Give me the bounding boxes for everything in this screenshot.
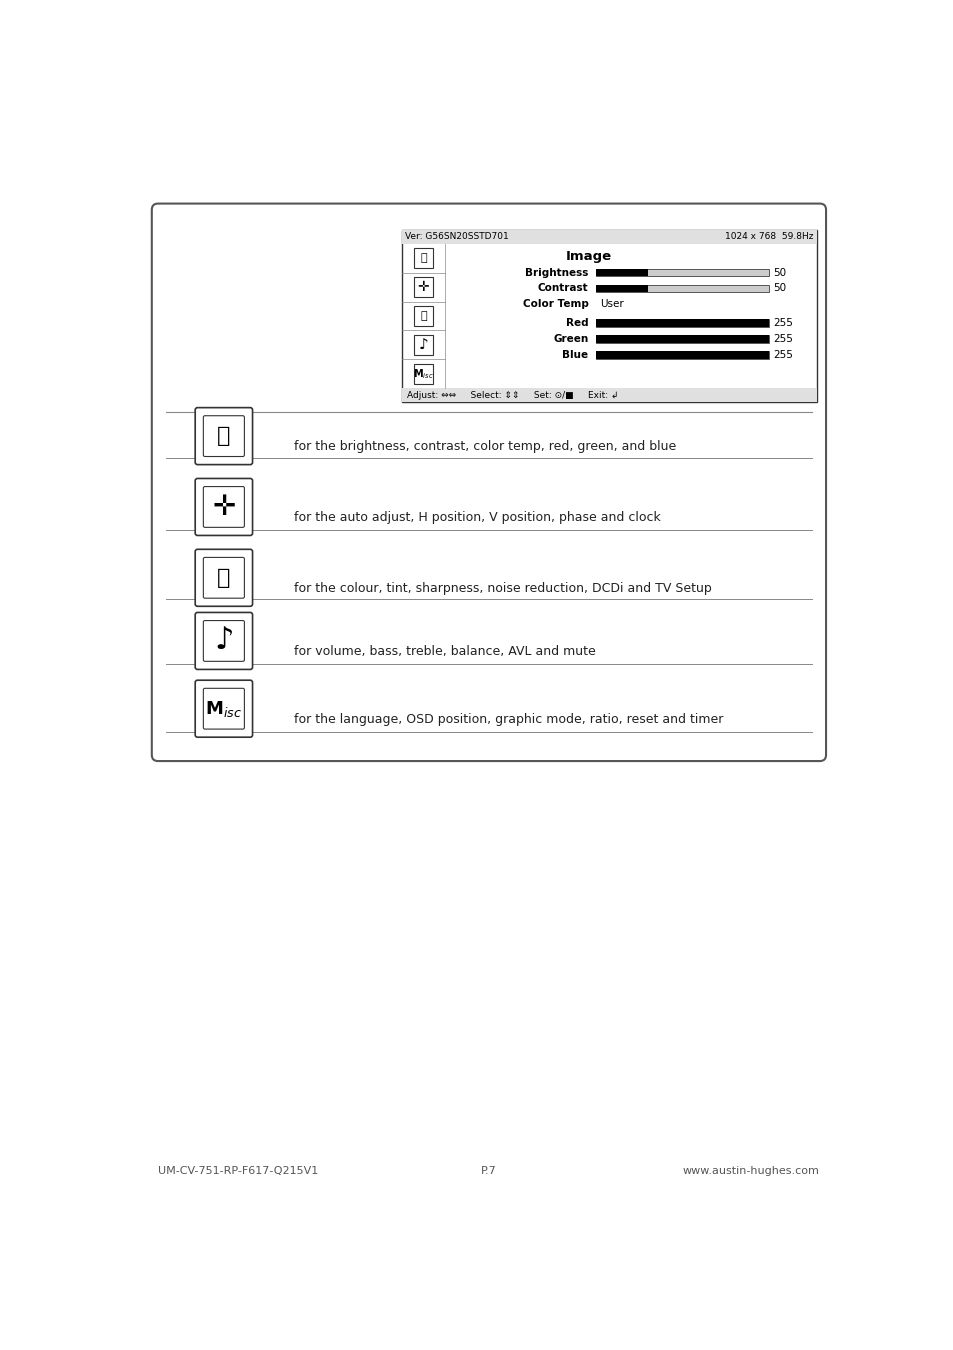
Text: 50: 50 xyxy=(773,267,786,278)
FancyBboxPatch shape xyxy=(203,486,244,528)
Text: ✛: ✛ xyxy=(212,493,235,521)
Text: $\mathbf{M}_{isc}$: $\mathbf{M}_{isc}$ xyxy=(413,367,434,381)
Text: 255: 255 xyxy=(773,335,793,344)
Text: Adjust: ⇔⇔     Select: ⇕⇕     Set: ⊙/■     Exit: ↲: Adjust: ⇔⇔ Select: ⇕⇕ Set: ⊙/■ Exit: ↲ xyxy=(406,390,618,400)
Bar xyxy=(596,285,768,293)
Bar xyxy=(413,248,433,267)
Bar xyxy=(596,351,768,359)
Text: User: User xyxy=(599,300,623,309)
FancyBboxPatch shape xyxy=(152,204,825,761)
Text: Red: Red xyxy=(565,319,588,328)
Text: for the auto adjust, H position, V position, phase and clock: for the auto adjust, H position, V posit… xyxy=(294,512,659,524)
Text: 📷: 📷 xyxy=(419,310,426,321)
Text: www.austin-hughes.com: www.austin-hughes.com xyxy=(682,1165,819,1176)
Text: UM-CV-751-RP-F617-Q215V1: UM-CV-751-RP-F617-Q215V1 xyxy=(158,1165,318,1176)
Text: Blue: Blue xyxy=(562,350,588,360)
Text: $\mathbf{M}_{isc}$: $\mathbf{M}_{isc}$ xyxy=(205,699,242,718)
FancyBboxPatch shape xyxy=(195,408,253,464)
FancyBboxPatch shape xyxy=(203,621,244,662)
Bar xyxy=(402,389,816,402)
Bar xyxy=(596,320,768,327)
Text: for the brightness, contrast, color temp, red, green, and blue: for the brightness, contrast, color temp… xyxy=(294,440,675,454)
Text: ♪: ♪ xyxy=(213,626,233,656)
Text: Ver: G56SN20SSTD701: Ver: G56SN20SSTD701 xyxy=(405,232,509,242)
FancyBboxPatch shape xyxy=(195,680,253,737)
Bar xyxy=(402,230,816,402)
Bar xyxy=(596,335,768,343)
FancyBboxPatch shape xyxy=(195,613,253,670)
Text: ♪: ♪ xyxy=(418,338,428,352)
Bar xyxy=(413,335,433,355)
Text: 👤: 👤 xyxy=(419,252,426,263)
Bar xyxy=(413,277,433,297)
Bar xyxy=(413,306,433,325)
Text: 👤: 👤 xyxy=(217,427,231,446)
Bar xyxy=(413,364,433,383)
FancyBboxPatch shape xyxy=(195,478,253,536)
FancyBboxPatch shape xyxy=(195,549,253,606)
Text: for volume, bass, treble, balance, AVL and mute: for volume, bass, treble, balance, AVL a… xyxy=(294,645,595,659)
Bar xyxy=(596,285,647,293)
Text: 255: 255 xyxy=(773,319,793,328)
Text: 50: 50 xyxy=(773,284,786,293)
Text: 📷: 📷 xyxy=(217,568,231,587)
Bar xyxy=(596,351,768,359)
Bar xyxy=(402,230,816,243)
Text: Contrast: Contrast xyxy=(537,284,588,293)
FancyBboxPatch shape xyxy=(203,416,244,456)
FancyBboxPatch shape xyxy=(203,558,244,598)
Bar xyxy=(596,269,647,277)
Text: Image: Image xyxy=(565,250,611,263)
Text: ✛: ✛ xyxy=(417,279,429,294)
Text: for the language, OSD position, graphic mode, ratio, reset and timer: for the language, OSD position, graphic … xyxy=(294,713,722,726)
Text: 255: 255 xyxy=(773,350,793,360)
Bar xyxy=(596,320,768,327)
Text: for the colour, tint, sharpness, noise reduction, DCDi and TV Setup: for the colour, tint, sharpness, noise r… xyxy=(294,582,711,595)
Text: Brightness: Brightness xyxy=(524,267,588,278)
Text: Green: Green xyxy=(553,335,588,344)
Bar xyxy=(596,335,768,343)
Text: 1024 x 768  59.8Hz: 1024 x 768 59.8Hz xyxy=(724,232,813,242)
Text: P.7: P.7 xyxy=(480,1165,497,1176)
Text: Color Temp: Color Temp xyxy=(522,300,588,309)
Bar xyxy=(596,269,768,277)
FancyBboxPatch shape xyxy=(203,688,244,729)
